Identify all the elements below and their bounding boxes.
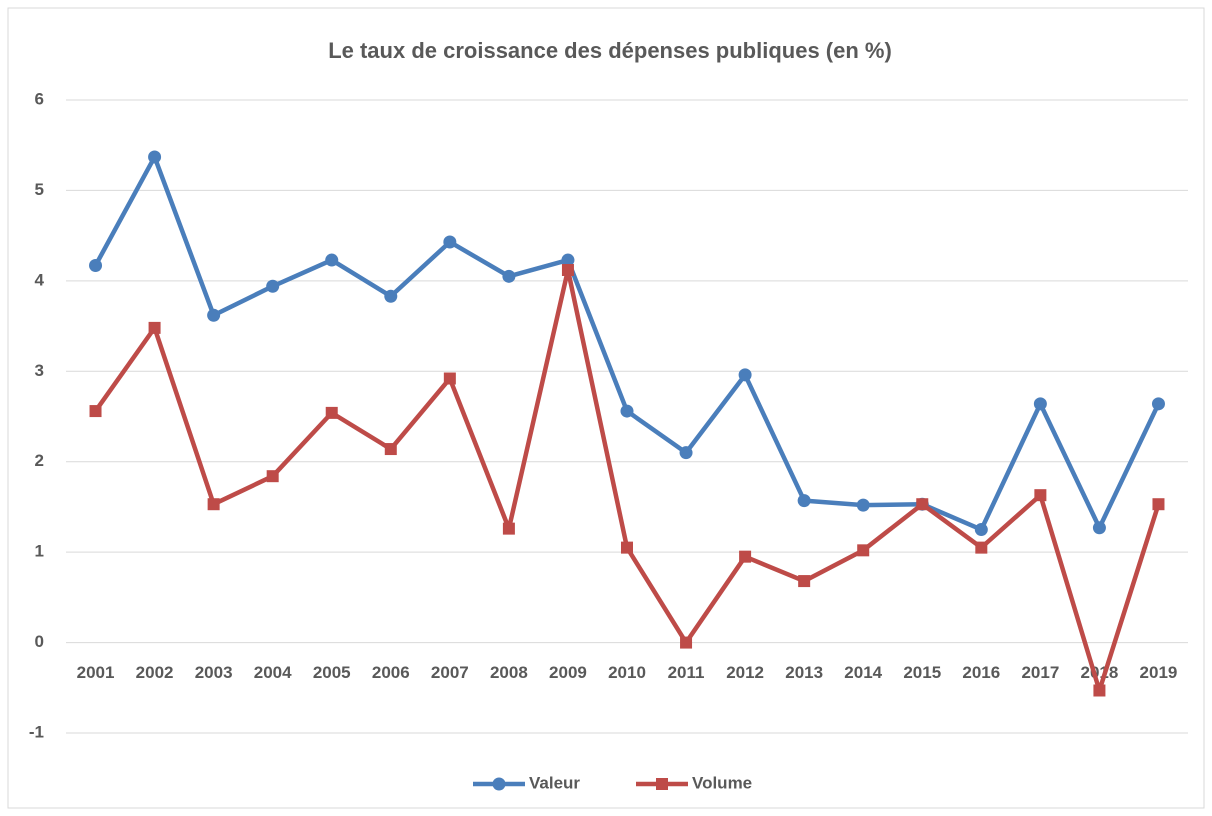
y-tick-label: 1 [35, 542, 44, 561]
x-tick-label: 2012 [726, 663, 764, 682]
x-tick-label: 2009 [549, 663, 587, 682]
data-point [1093, 684, 1106, 697]
x-tick-label: 2008 [490, 663, 528, 682]
y-tick-label: 5 [35, 180, 44, 199]
data-point [148, 321, 161, 334]
y-tick-label: 2 [35, 451, 44, 470]
data-point [148, 150, 162, 164]
data-point [856, 498, 870, 512]
data-point [443, 235, 457, 249]
data-point [797, 494, 811, 508]
data-point [1033, 397, 1047, 411]
data-point [738, 368, 752, 382]
legend-label: Volume [692, 773, 752, 792]
x-tick-label: 2004 [254, 663, 292, 682]
x-tick-label: 2006 [372, 663, 410, 682]
data-point [916, 498, 929, 511]
x-tick-label: 2017 [1021, 663, 1059, 682]
data-point [266, 470, 279, 483]
x-tick-label: 2007 [431, 663, 469, 682]
x-tick-label: 2013 [785, 663, 823, 682]
x-tick-label: 2016 [962, 663, 1000, 682]
y-tick-label: 0 [35, 632, 44, 651]
x-tick-label: 2019 [1140, 663, 1178, 682]
chart-frame [7, 7, 1205, 809]
data-point [384, 289, 398, 303]
data-point [621, 541, 633, 554]
data-point [443, 372, 456, 385]
data-point [384, 443, 397, 456]
data-point [502, 522, 515, 535]
data-point [89, 405, 102, 418]
x-tick-label: 2005 [313, 663, 351, 682]
data-point [1152, 498, 1165, 511]
data-point [857, 544, 870, 557]
x-tick-label: 2002 [136, 663, 174, 682]
x-tick-label: 2010 [608, 663, 646, 682]
y-tick-label: 4 [35, 270, 45, 289]
data-point [266, 279, 280, 293]
data-point [739, 550, 752, 563]
data-point [325, 253, 339, 267]
y-tick-label: 3 [35, 361, 44, 380]
data-point [89, 258, 103, 272]
x-tick-label: 2003 [195, 663, 233, 682]
data-point [207, 308, 221, 322]
data-point [207, 498, 220, 511]
chart-title: Le taux de croissance des dépenses publi… [328, 38, 892, 63]
data-point [1034, 489, 1047, 502]
data-point [974, 523, 988, 537]
data-point [1092, 521, 1106, 535]
data-point [502, 269, 516, 283]
data-point [325, 406, 338, 419]
y-tick-label: 6 [35, 89, 44, 108]
data-point [620, 404, 634, 418]
legend-marker [656, 778, 668, 790]
legend-label: Valeur [529, 773, 580, 792]
y-tick-label: -1 [29, 722, 44, 741]
data-point [798, 575, 811, 588]
x-tick-label: 2018 [1081, 663, 1119, 682]
x-tick-label: 2015 [903, 663, 941, 682]
legend-marker [492, 777, 506, 791]
x-tick-label: 2001 [77, 663, 115, 682]
data-point [1151, 397, 1165, 411]
data-point [680, 636, 693, 649]
data-point [561, 264, 574, 277]
data-point [975, 541, 988, 554]
x-tick-label: 2014 [844, 663, 882, 682]
x-tick-label: 2011 [668, 663, 705, 682]
data-point [561, 253, 575, 267]
data-point [679, 446, 693, 460]
